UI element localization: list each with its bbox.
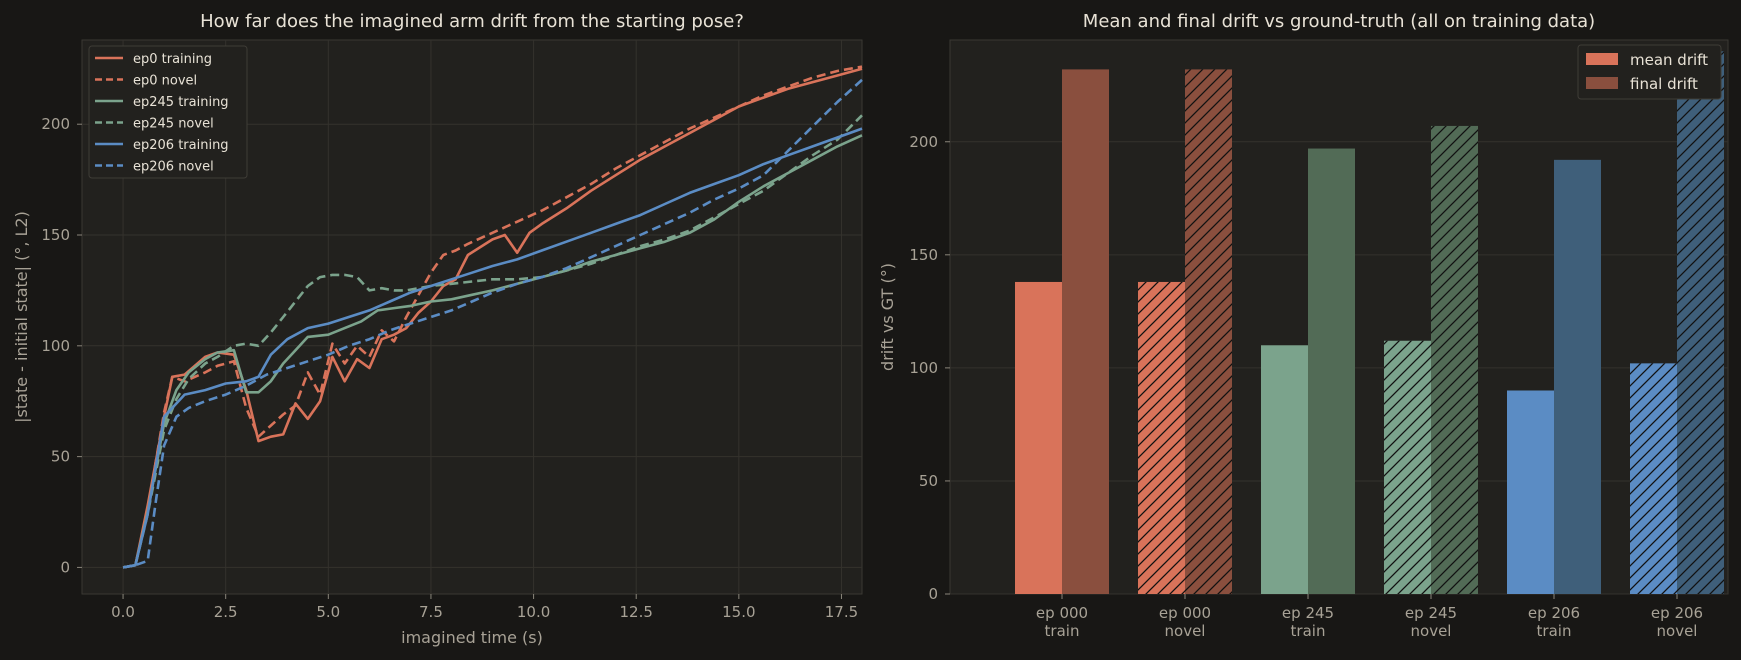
x-tick-label: 10.0: [517, 603, 550, 621]
legend-label: ep245 novel: [133, 117, 214, 132]
series-line-ep206-training: [122, 127, 863, 569]
x-tick-label: 12.5: [620, 603, 653, 621]
bar-mean-drift: [1015, 281, 1062, 594]
legend-box: [88, 45, 248, 179]
bar-mean-drift: [1261, 345, 1308, 594]
bar-hatch: [1677, 51, 1724, 594]
x-tick-label: 17.5: [825, 603, 858, 621]
x-tick-label: 15.0: [722, 603, 755, 621]
x-tick-label: train: [1045, 622, 1080, 640]
y-tick-label: 200: [41, 115, 70, 133]
x-tick-label: ep 206: [1528, 604, 1580, 622]
left-legend: ep0 training ep0 novel ep245 training ep245…: [88, 45, 248, 179]
drift-line-chart: 0.0 2.5 5.0 7.5 10.0 12.5 15.0 17.5 0 50 100 150 200…: [12, 11, 863, 647]
left-chart-title: How far does the imagined arm drift from…: [200, 11, 744, 32]
x-tick-label: novel: [1657, 622, 1698, 640]
series-line-ep0-training: [122, 67, 863, 569]
bar-hatch: [1630, 363, 1677, 594]
bar-hatch: [1384, 340, 1431, 594]
series-line-ep245-novel: [122, 114, 863, 569]
x-tick-label: 2.5: [214, 603, 238, 621]
y-tick-label: 150: [909, 246, 938, 264]
legend-label: ep245 training: [133, 95, 229, 110]
left-y-axis-label: |state - initial state| (°, L2): [12, 211, 31, 423]
legend-swatch: [1586, 53, 1618, 65]
x-tick-label: ep 245: [1282, 604, 1334, 622]
y-tick-label: 150: [41, 226, 70, 244]
x-tick-label: novel: [1411, 622, 1452, 640]
legend-swatch: [1586, 77, 1618, 89]
legend-label: ep206 novel: [133, 160, 214, 175]
x-tick-label: 7.5: [419, 603, 443, 621]
bar-final-drift: [1554, 159, 1601, 594]
x-tick-label: train: [1537, 622, 1572, 640]
y-tick-label: 0: [60, 558, 70, 576]
y-tick-label: 200: [909, 133, 938, 151]
series-line-ep206-novel: [122, 78, 863, 569]
bar-final-drift: [1062, 69, 1109, 594]
bar-final-drift: [1308, 148, 1355, 595]
y-tick-label: 50: [919, 472, 938, 490]
y-tick-label: 50: [51, 448, 70, 466]
series-line-ep245-training: [122, 134, 863, 569]
right-chart-title: Mean and final drift vs ground-truth (al…: [1083, 11, 1595, 32]
x-tick-label: train: [1291, 622, 1326, 640]
x-tick-label: ep 206: [1651, 604, 1703, 622]
x-tick-label: 0.0: [111, 603, 135, 621]
legend-label: ep0 training: [133, 52, 212, 67]
y-tick-label: 100: [41, 337, 70, 355]
y-tick-label: 100: [909, 359, 938, 377]
legend-label: final drift: [1630, 75, 1698, 93]
legend-label: ep206 training: [133, 138, 229, 153]
bar-hatch: [1185, 69, 1232, 594]
x-tick-label: novel: [1165, 622, 1206, 640]
bar-mean-drift: [1507, 390, 1554, 594]
series-line-ep0-novel: [122, 65, 863, 569]
right-y-axis-label: drift vs GT (°): [878, 263, 897, 371]
legend-label: ep0 novel: [133, 74, 197, 89]
x-tick-label: 5.0: [316, 603, 340, 621]
x-tick-label: ep 245: [1405, 604, 1457, 622]
bar-hatch: [1138, 281, 1185, 594]
right-legend: mean drift final drift: [1577, 44, 1722, 100]
x-tick-label: ep 000: [1159, 604, 1211, 622]
left-x-axis-label: imagined time (s): [401, 628, 543, 647]
bar-hatch: [1431, 125, 1478, 595]
y-tick-label: 0: [928, 585, 938, 603]
x-tick-label: ep 000: [1036, 604, 1088, 622]
legend-label: mean drift: [1630, 51, 1708, 69]
